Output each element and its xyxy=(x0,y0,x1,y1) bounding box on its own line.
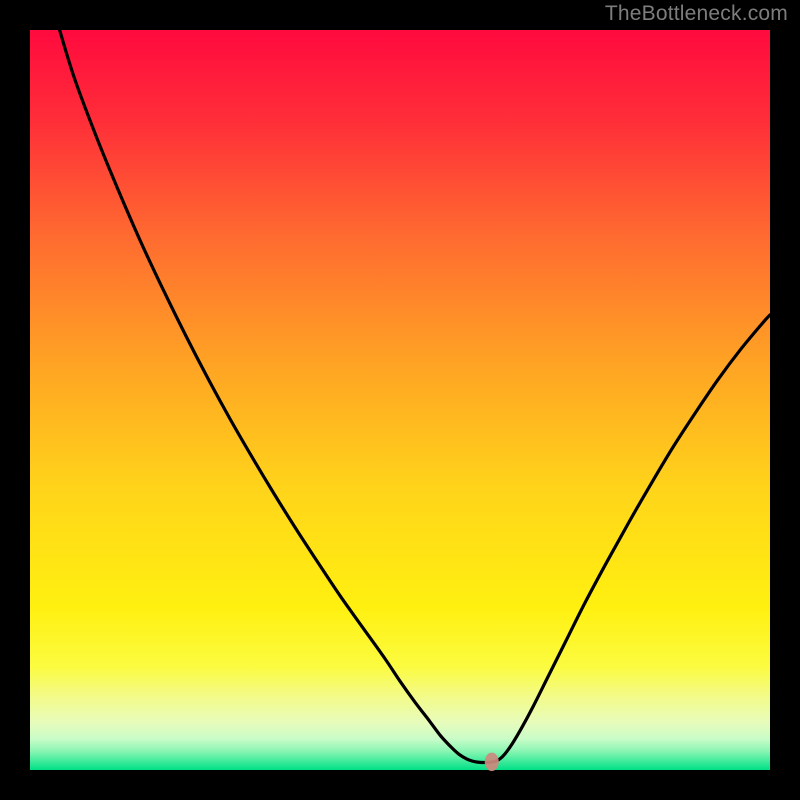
optimal-point-marker xyxy=(485,753,499,772)
bottleneck-chart xyxy=(0,0,800,800)
watermark-text: TheBottleneck.com xyxy=(605,2,788,26)
chart-frame: TheBottleneck.com xyxy=(0,0,800,800)
plot-background xyxy=(30,30,770,770)
